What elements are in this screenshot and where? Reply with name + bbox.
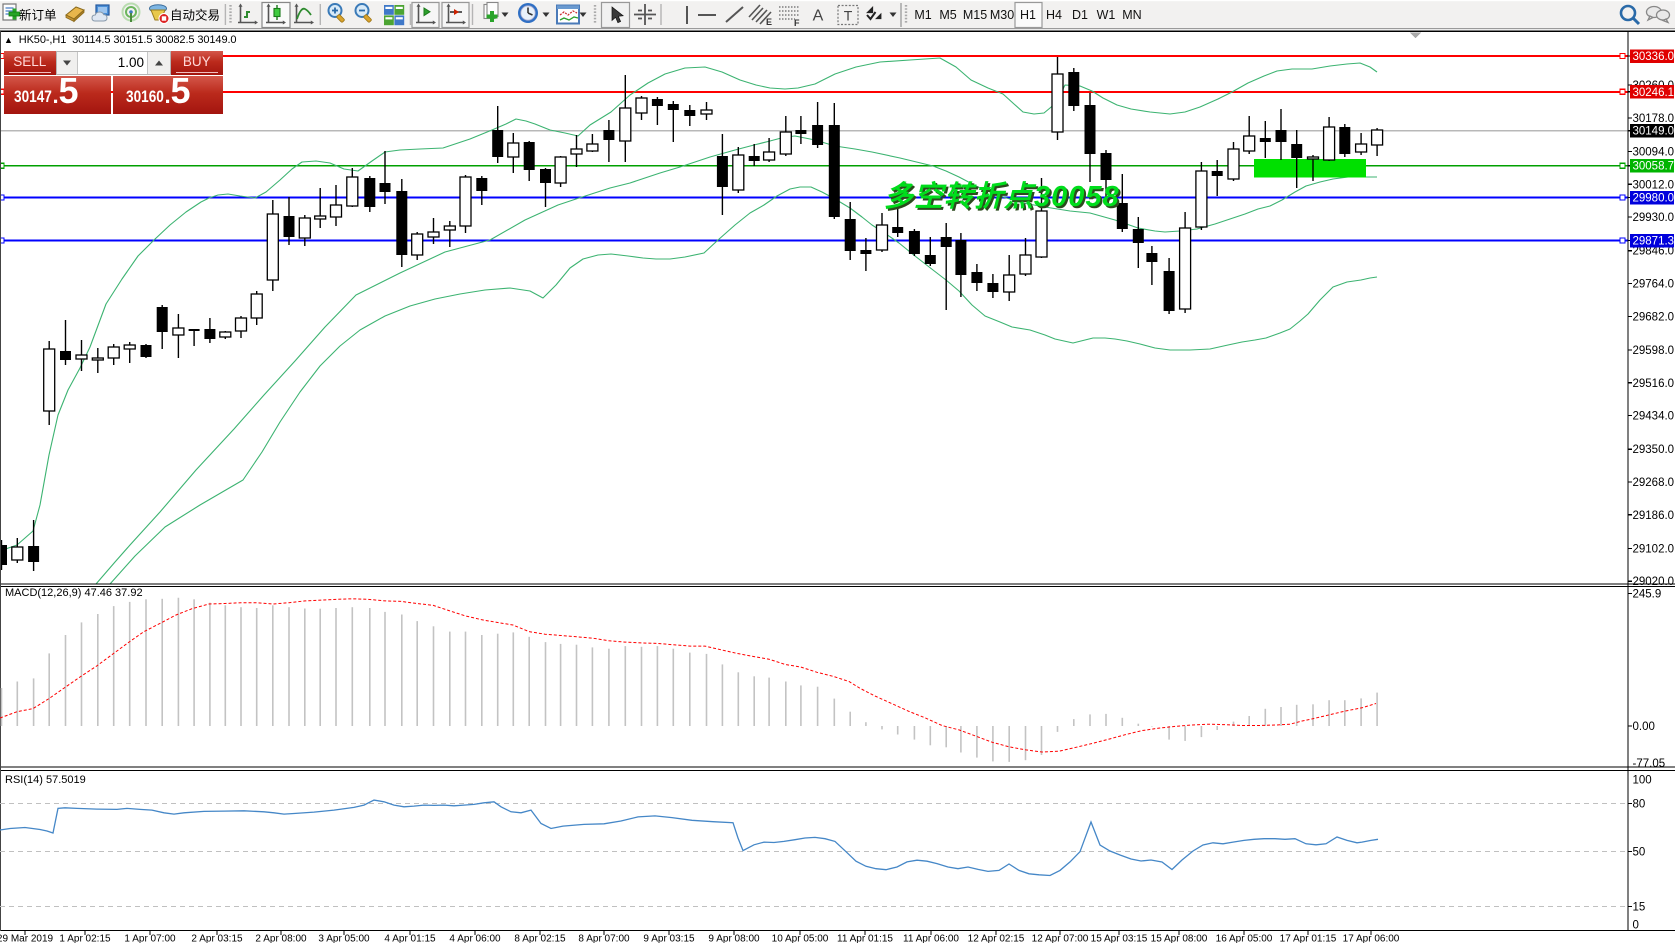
svg-text:4 Apr 06:00: 4 Apr 06:00: [449, 934, 501, 943]
svg-text:29350.0: 29350.0: [1633, 444, 1675, 456]
svg-text:245.9: 245.9: [1633, 589, 1662, 601]
svg-text:29871.3: 29871.3: [1633, 236, 1675, 248]
svg-text:自动交易: 自动交易: [170, 8, 220, 23]
svg-text:F: F: [794, 18, 800, 28]
svg-text:4 Apr 01:15: 4 Apr 01:15: [384, 934, 436, 943]
svg-text:12 Apr 02:15: 12 Apr 02:15: [968, 934, 1025, 943]
svg-text:9 Apr 03:15: 9 Apr 03:15: [643, 934, 695, 943]
svg-text:100: 100: [1633, 775, 1652, 787]
svg-text:50: 50: [1633, 846, 1646, 858]
svg-text:1 Apr 07:00: 1 Apr 07:00: [124, 934, 176, 943]
svg-text:29846.0: 29846.0: [1633, 246, 1675, 258]
svg-text:17 Apr 01:15: 17 Apr 01:15: [1280, 934, 1337, 943]
svg-text:30336.0: 30336.0: [1633, 51, 1675, 63]
svg-text:29598.0: 29598.0: [1633, 345, 1675, 357]
svg-text:29 Mar 2019: 29 Mar 2019: [0, 934, 54, 943]
svg-text:30058.7: 30058.7: [1633, 161, 1675, 173]
svg-text:30178.0: 30178.0: [1633, 113, 1675, 125]
svg-text:11 Apr 06:00: 11 Apr 06:00: [903, 934, 959, 943]
svg-text:15 Apr 08:00: 15 Apr 08:00: [1151, 934, 1208, 943]
svg-text:29186.0: 29186.0: [1633, 510, 1675, 522]
svg-text:15: 15: [1633, 902, 1646, 914]
svg-text:H1: H1: [1020, 8, 1036, 22]
svg-text:29434.0: 29434.0: [1633, 411, 1675, 423]
svg-text:10 Apr 05:00: 10 Apr 05:00: [772, 934, 829, 943]
svg-text:30094.0: 30094.0: [1633, 147, 1675, 159]
svg-text:16 Apr 05:00: 16 Apr 05:00: [1216, 934, 1273, 943]
svg-text:0: 0: [1633, 920, 1639, 932]
svg-text:0.00: 0.00: [1633, 721, 1655, 733]
svg-text:MACD(12,26,9) 47.46 37.92: MACD(12,26,9) 47.46 37.92: [5, 587, 143, 599]
svg-text:29516.0: 29516.0: [1633, 378, 1675, 390]
svg-text:30246.1: 30246.1: [1633, 87, 1675, 99]
svg-text:3 Apr 05:00: 3 Apr 05:00: [318, 934, 370, 943]
svg-text:M1: M1: [914, 8, 931, 22]
svg-text:29682.0: 29682.0: [1633, 311, 1675, 323]
svg-text:M5: M5: [939, 8, 956, 22]
svg-text:T: T: [844, 8, 853, 24]
svg-text:M15: M15: [963, 8, 987, 22]
svg-text:2 Apr 08:00: 2 Apr 08:00: [255, 934, 307, 943]
svg-text:29268.0: 29268.0: [1633, 477, 1675, 489]
svg-text:M30: M30: [990, 8, 1014, 22]
svg-text:9 Apr 08:00: 9 Apr 08:00: [708, 934, 760, 943]
svg-text:A: A: [813, 8, 824, 25]
svg-text:30012.0: 30012.0: [1633, 179, 1675, 191]
svg-text:29020.0: 29020.0: [1633, 576, 1675, 588]
svg-text:-77.05: -77.05: [1633, 758, 1666, 770]
svg-text:12 Apr 07:00: 12 Apr 07:00: [1032, 934, 1089, 943]
svg-text:29980.0: 29980.0: [1633, 193, 1675, 205]
svg-text:15 Apr 03:15: 15 Apr 03:15: [1091, 934, 1148, 943]
svg-text:W1: W1: [1097, 8, 1116, 22]
svg-text:29930.0: 29930.0: [1633, 212, 1675, 224]
svg-text:MN: MN: [1122, 8, 1141, 22]
svg-text:11 Apr 01:15: 11 Apr 01:15: [837, 934, 893, 943]
svg-text:8 Apr 07:00: 8 Apr 07:00: [578, 934, 630, 943]
svg-text:8 Apr 02:15: 8 Apr 02:15: [514, 934, 566, 943]
svg-text:29102.0: 29102.0: [1633, 543, 1675, 555]
svg-text:1 Apr 02:15: 1 Apr 02:15: [59, 934, 111, 943]
svg-text:2 Apr 03:15: 2 Apr 03:15: [191, 934, 243, 943]
svg-text:29764.0: 29764.0: [1633, 279, 1675, 291]
svg-text:30149.0: 30149.0: [1633, 126, 1675, 138]
svg-text:H4: H4: [1046, 8, 1062, 22]
svg-text:新订单: 新订单: [19, 8, 57, 23]
svg-text:RSI(14) 57.5019: RSI(14) 57.5019: [5, 774, 86, 786]
svg-text:E: E: [766, 17, 772, 27]
svg-text:17 Apr 06:00: 17 Apr 06:00: [1343, 934, 1400, 943]
svg-text:D1: D1: [1072, 8, 1088, 22]
svg-text:80: 80: [1633, 799, 1646, 811]
